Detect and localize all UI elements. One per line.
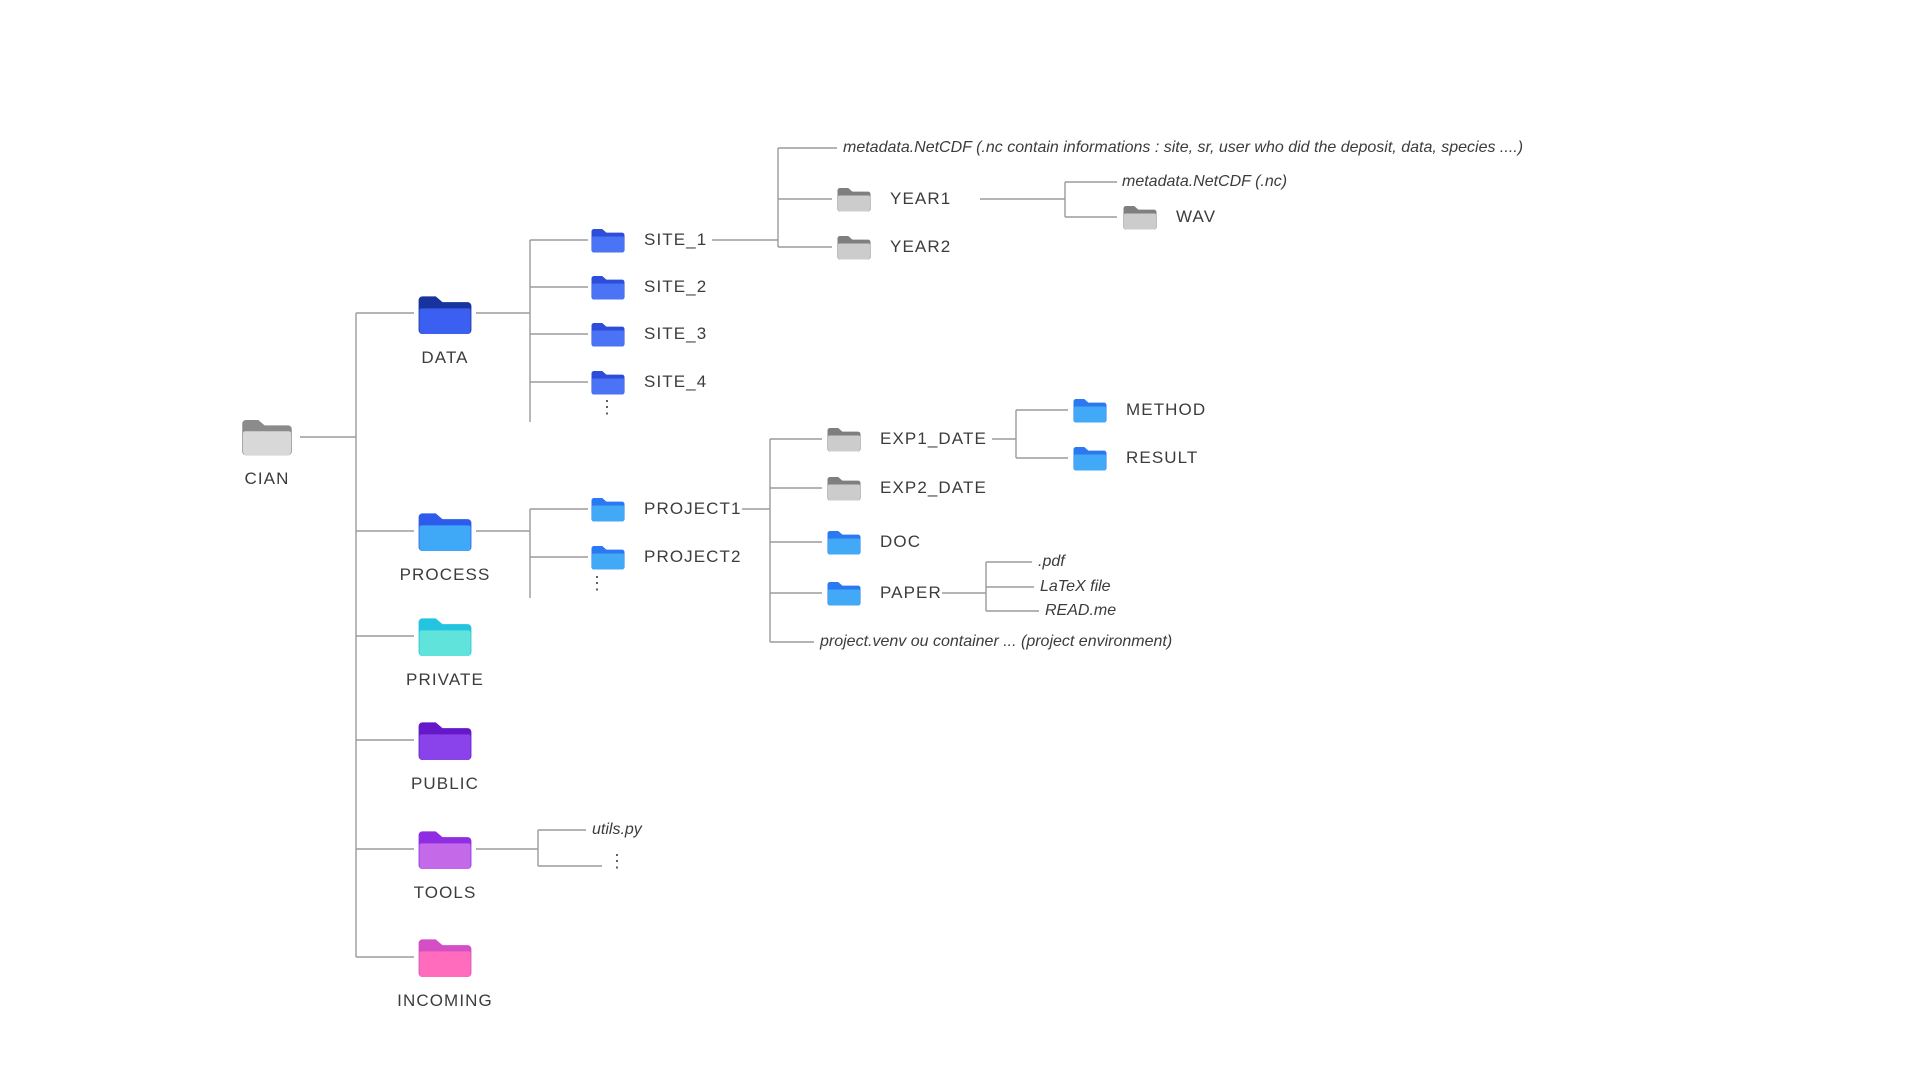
folder-label: PRIVATE bbox=[406, 670, 484, 689]
folder-icon bbox=[242, 420, 292, 456]
folder-icon bbox=[418, 513, 472, 551]
connector-year1 bbox=[980, 181, 1117, 218]
folder-label: PROJECT2 bbox=[644, 547, 742, 566]
folder-site-1: SITE_1 bbox=[590, 225, 707, 255]
folder-icon bbox=[827, 582, 861, 606]
folder-site-3: SITE_3 bbox=[590, 319, 707, 349]
folder-label: SITE_4 bbox=[644, 372, 708, 391]
connector-data bbox=[476, 239, 588, 422]
connector-tools bbox=[476, 829, 602, 867]
folder-label: TOOLS bbox=[413, 883, 477, 902]
folder-label: INCOMING bbox=[397, 991, 493, 1010]
folder-icon bbox=[827, 477, 861, 501]
note-project-venv: project.venv ou container ... (project e… bbox=[820, 633, 1173, 650]
folder-label: SITE_1 bbox=[644, 230, 708, 249]
folder-process: PROCESS bbox=[400, 507, 489, 584]
folder-data: DATA bbox=[416, 290, 474, 367]
folder-label: SITE_3 bbox=[644, 324, 708, 343]
folder-site-2: SITE_2 bbox=[590, 272, 707, 302]
folder-label: PUBLIC bbox=[410, 774, 480, 793]
folder-label: PROJECT1 bbox=[644, 499, 742, 518]
connector-process bbox=[476, 508, 588, 598]
folder-paper: PAPER bbox=[826, 578, 942, 608]
note-metadata-netcdf-long: metadata.NetCDF (.nc contain information… bbox=[843, 139, 1524, 156]
folder-icon bbox=[1123, 206, 1157, 230]
folder-label: YEAR2 bbox=[890, 237, 952, 256]
connector-exp1 bbox=[992, 409, 1068, 459]
connector-paper bbox=[942, 561, 1039, 612]
folder-incoming: INCOMING bbox=[397, 933, 492, 1010]
ellipsis-projects: ⋮ bbox=[588, 573, 606, 593]
folder-label: PAPER bbox=[880, 583, 942, 602]
folder-icon bbox=[418, 618, 472, 656]
folder-cian: CIAN bbox=[240, 414, 294, 488]
folder-label: DOC bbox=[880, 532, 922, 551]
folder-project1: PROJECT1 bbox=[590, 494, 742, 524]
note-metadata-netcdf-short: metadata.NetCDF (.nc) bbox=[1122, 173, 1288, 190]
folder-icon bbox=[837, 188, 871, 212]
folder-icon bbox=[418, 296, 472, 334]
folder-label: EXP1_DATE bbox=[880, 429, 987, 448]
folder-label: RESULT bbox=[1126, 448, 1199, 467]
folder-label: EXP2_DATE bbox=[880, 478, 987, 497]
folder-project2: PROJECT2 bbox=[590, 542, 742, 572]
note-pdf: .pdf bbox=[1038, 553, 1065, 570]
folder-icon bbox=[418, 831, 472, 869]
folder-public: PUBLIC bbox=[411, 716, 478, 793]
note-latex-file: LaTeX file bbox=[1040, 578, 1111, 595]
note-utils-py: utils.py bbox=[592, 821, 642, 838]
folder-exp2-date: EXP2_DATE bbox=[826, 473, 987, 503]
folder-icon bbox=[591, 371, 625, 395]
folder-label: SITE_2 bbox=[644, 277, 708, 296]
folder-icon bbox=[827, 428, 861, 452]
folder-label: WAV bbox=[1176, 207, 1217, 226]
folder-site-4: SITE_4 bbox=[590, 367, 707, 397]
folder-icon bbox=[827, 531, 861, 555]
folder-year1: YEAR1 bbox=[836, 184, 951, 214]
folder-icon bbox=[591, 276, 625, 300]
ellipsis-sites: ⋮ bbox=[598, 397, 616, 417]
folder-doc: DOC bbox=[826, 527, 921, 557]
folder-label: DATA bbox=[421, 348, 469, 367]
folder-icon bbox=[1073, 447, 1107, 471]
folder-icon bbox=[1073, 399, 1107, 423]
connector-project1 bbox=[742, 438, 822, 643]
folder-icon bbox=[591, 498, 625, 522]
folder-icon bbox=[591, 546, 625, 570]
folder-exp1-date: EXP1_DATE bbox=[826, 424, 987, 454]
connector-cian bbox=[300, 312, 414, 958]
folder-label: YEAR1 bbox=[890, 189, 952, 208]
folder-icon bbox=[591, 323, 625, 347]
connector-site1 bbox=[712, 147, 837, 248]
folder-label: CIAN bbox=[244, 469, 290, 488]
folder-icon bbox=[591, 229, 625, 253]
folder-icon bbox=[418, 722, 472, 760]
folder-label: METHOD bbox=[1126, 400, 1207, 419]
note-readme: READ.me bbox=[1045, 602, 1117, 619]
ellipsis-tools: ⋮ bbox=[608, 851, 626, 871]
folder-icon bbox=[418, 939, 472, 977]
folder-tools: TOOLS bbox=[414, 825, 475, 902]
folder-private: PRIVATE bbox=[406, 612, 483, 689]
folder-icon bbox=[837, 236, 871, 260]
folder-year2: YEAR2 bbox=[836, 232, 951, 262]
folder-label: PROCESS bbox=[399, 565, 491, 584]
folder-wav: WAV bbox=[1122, 202, 1216, 232]
folder-result: RESULT bbox=[1072, 443, 1198, 473]
folder-method: METHOD bbox=[1072, 395, 1206, 425]
